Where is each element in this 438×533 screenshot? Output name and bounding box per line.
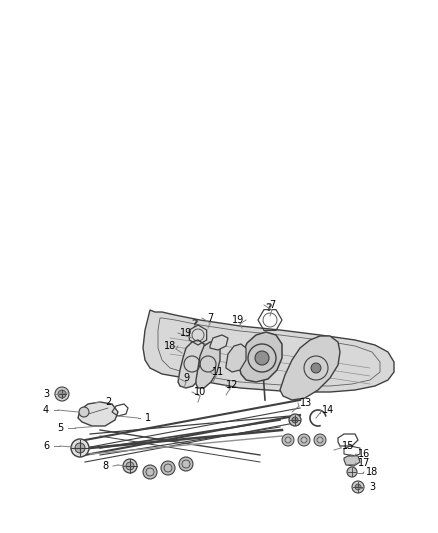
Circle shape xyxy=(289,414,301,426)
Text: 5: 5 xyxy=(57,423,63,433)
Polygon shape xyxy=(344,455,360,466)
Polygon shape xyxy=(143,310,394,392)
Text: 12: 12 xyxy=(226,380,238,390)
Polygon shape xyxy=(280,336,340,400)
Text: 17: 17 xyxy=(358,458,370,468)
Circle shape xyxy=(352,481,364,493)
Text: 16: 16 xyxy=(358,449,370,459)
Polygon shape xyxy=(196,342,220,388)
Text: 6: 6 xyxy=(43,441,49,451)
Text: 2: 2 xyxy=(105,397,111,407)
Text: 15: 15 xyxy=(342,441,354,451)
Text: 18: 18 xyxy=(366,467,378,477)
Circle shape xyxy=(347,467,357,477)
Circle shape xyxy=(123,459,137,473)
Text: 19: 19 xyxy=(180,328,192,338)
Circle shape xyxy=(298,434,310,446)
Polygon shape xyxy=(210,335,228,350)
Circle shape xyxy=(355,484,361,490)
Text: 4: 4 xyxy=(43,405,49,415)
Polygon shape xyxy=(78,402,118,426)
Circle shape xyxy=(314,434,326,446)
Text: 3: 3 xyxy=(43,389,49,399)
Circle shape xyxy=(126,462,134,470)
Text: 19: 19 xyxy=(232,315,244,325)
Text: 18: 18 xyxy=(164,341,176,351)
Circle shape xyxy=(311,363,321,373)
Polygon shape xyxy=(226,344,246,372)
Circle shape xyxy=(143,465,157,479)
Polygon shape xyxy=(240,332,282,382)
Circle shape xyxy=(255,351,269,365)
Text: 1: 1 xyxy=(145,413,151,423)
Circle shape xyxy=(161,461,175,475)
Text: ?: ? xyxy=(192,319,198,329)
Circle shape xyxy=(79,407,89,417)
Text: ?: ? xyxy=(265,303,271,313)
Text: 7: 7 xyxy=(269,300,275,310)
Text: 11: 11 xyxy=(212,367,224,377)
Text: 13: 13 xyxy=(300,398,312,408)
Text: 7: 7 xyxy=(207,313,213,323)
Circle shape xyxy=(75,443,85,453)
Circle shape xyxy=(179,457,193,471)
Text: 3: 3 xyxy=(369,482,375,492)
Text: 8: 8 xyxy=(102,461,108,471)
Text: 10: 10 xyxy=(194,387,206,397)
Circle shape xyxy=(71,439,89,457)
Text: 14: 14 xyxy=(322,405,334,415)
Circle shape xyxy=(282,434,294,446)
Text: 9: 9 xyxy=(183,373,189,383)
Circle shape xyxy=(58,390,66,398)
Circle shape xyxy=(55,387,69,401)
Circle shape xyxy=(292,417,298,423)
Polygon shape xyxy=(178,340,206,388)
